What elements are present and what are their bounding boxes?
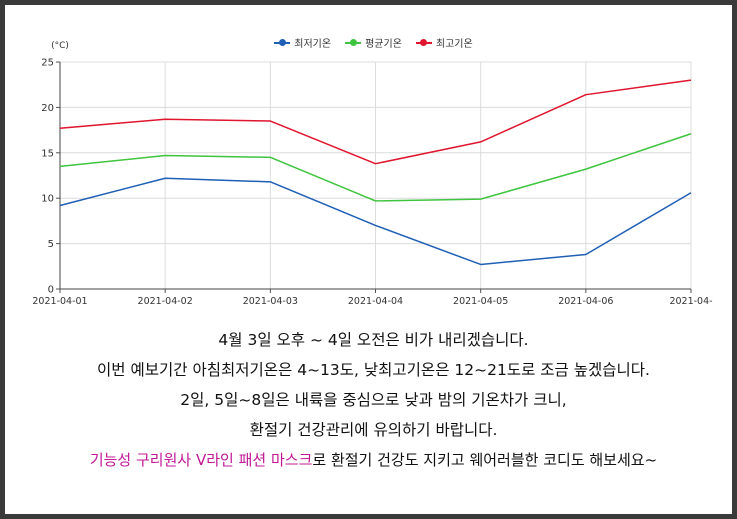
note-line-3: 2일, 5일~8일은 내륙을 중심으로 낮과 밤의 기온차가 크니, [180,391,567,409]
y-tick-label: 5 [48,239,54,250]
legend-item-avg[interactable]: 평균기온 [345,35,402,50]
note-line-4: 환절기 건강관리에 유의하기 바랍니다. [249,421,498,439]
promo-highlight-text: 기능성 구리원사 V라인 패션 마스크 [89,451,313,469]
series-line-3 [59,79,692,165]
legend-label-max: 최고기온 [435,39,473,50]
legend-label-avg: 평균기온 [365,39,402,50]
chart-legend: 최저기온 평균기온 최고기온 [5,35,737,50]
legend-item-max[interactable]: 최고기온 [415,35,473,50]
legend-label-min: 최저기온 [294,39,332,50]
x-tick-label: 2021-04-01 [32,296,87,307]
note-line-2: 이번 예보기간 아침최저기온은 4~13도, 낮최고기온은 12~21도로 조금… [97,361,650,379]
series-line-1 [59,177,692,266]
legend-marker-max [415,39,432,47]
forecast-notes: 4월 3일 오후 ~ 4일 오전은 비가 내리겠습니다. 이번 예보기간 아침최… [5,325,737,475]
x-tick-label: 2021-04-04 [348,296,403,307]
x-tick-label: 2021-04- [669,296,712,307]
promo-rest-text: 로 환절기 건강도 지키고 웨어러블한 코디도 해보세요~ [312,451,658,469]
legend-item-min[interactable]: 최저기온 [274,35,331,50]
legend-marker-avg [345,39,362,47]
legend-marker-min [274,39,291,47]
y-tick-label: 20 [41,103,54,114]
x-tick-label: 2021-04-02 [138,296,193,307]
y-tick-label: 15 [41,148,54,159]
y-tick-label: 25 [41,58,54,69]
promo-line: 기능성 구리원사 V라인 패션 마스크로 환절기 건강도 지키고 웨어러블한 코… [5,445,737,475]
x-tick-label: 2021-04-06 [558,296,613,307]
y-tick-label: 0 [48,285,54,296]
series-line-2 [59,133,692,202]
x-tick-label: 2021-04-03 [243,296,298,307]
temperature-line-chart: 0 5 10 15 20 25 2021-04-01 2021-04-02 2021-04-03… [32,41,712,307]
y-axis-label: (°C) [51,41,69,51]
note-line-1: 4월 3일 오후 ~ 4일 오전은 비가 내리겠습니다. [218,331,529,349]
y-tick-label: 10 [41,194,54,205]
x-tick-label: 2021-04-05 [453,296,508,307]
